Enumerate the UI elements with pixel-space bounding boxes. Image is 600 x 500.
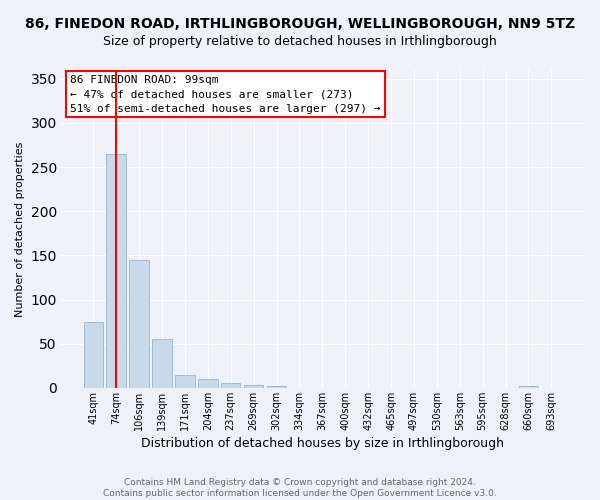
Bar	[198, 379, 218, 388]
Text: Size of property relative to detached houses in Irthlingborough: Size of property relative to detached ho…	[103, 35, 497, 48]
Bar	[244, 386, 263, 388]
Bar	[221, 384, 241, 388]
Bar	[175, 374, 194, 388]
Bar	[83, 322, 103, 388]
Y-axis label: Number of detached properties: Number of detached properties	[15, 142, 25, 316]
Bar	[106, 154, 126, 388]
Text: Contains HM Land Registry data © Crown copyright and database right 2024.
Contai: Contains HM Land Registry data © Crown c…	[103, 478, 497, 498]
Text: 86, FINEDON ROAD, IRTHLINGBOROUGH, WELLINGBOROUGH, NN9 5TZ: 86, FINEDON ROAD, IRTHLINGBOROUGH, WELLI…	[25, 18, 575, 32]
Bar	[152, 340, 172, 388]
Bar	[519, 386, 538, 388]
Bar	[267, 386, 286, 388]
X-axis label: Distribution of detached houses by size in Irthlingborough: Distribution of detached houses by size …	[141, 437, 504, 450]
Text: 86 FINEDON ROAD: 99sqm
← 47% of detached houses are smaller (273)
51% of semi-de: 86 FINEDON ROAD: 99sqm ← 47% of detached…	[70, 75, 381, 114]
Bar	[130, 260, 149, 388]
